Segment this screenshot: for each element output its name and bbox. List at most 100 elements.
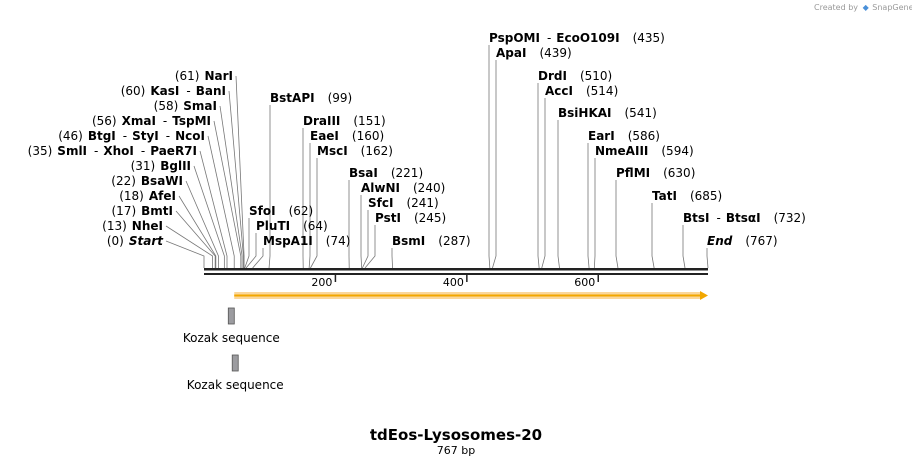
feature-box[interactable]	[227, 307, 235, 325]
site-leader-line	[362, 210, 369, 269]
site-label[interactable]: EarI (586)	[588, 129, 660, 143]
credit-brand: SnapGene	[872, 3, 912, 12]
enzyme-name: DraIII	[303, 114, 340, 128]
enzyme-name: TspMI	[172, 114, 211, 128]
site-leader-line	[308, 143, 311, 269]
site-leader-line	[228, 90, 244, 268]
feature-label: Kozak sequence	[187, 378, 284, 392]
enzyme-name: NmeAIII	[595, 144, 648, 158]
site-label[interactable]: MspA1I (74)	[263, 234, 350, 248]
site-label[interactable]: AlwNI (240)	[361, 181, 445, 195]
site-position: (685)	[690, 189, 722, 203]
snapgene-logo-icon: ◆	[863, 3, 870, 12]
site-label[interactable]: (61) NarI	[175, 69, 233, 83]
feature-box[interactable]	[231, 354, 239, 372]
site-label[interactable]: (13) NheI	[102, 219, 163, 233]
site-position: (62)	[289, 204, 314, 218]
orf-arrow-shaft	[234, 294, 702, 297]
site-leader-line	[268, 105, 271, 269]
map-title: tdEos-Lysosomes-20	[370, 426, 542, 444]
site-label[interactable]: SfcI (241)	[368, 196, 439, 210]
site-label[interactable]: (35) SmlI - XhoI - PaeR7I	[28, 144, 197, 158]
site-leader-line	[199, 150, 228, 268]
site-label[interactable]: PstI (245)	[375, 211, 446, 225]
site-position: (241)	[406, 196, 438, 210]
separator: -	[717, 211, 721, 225]
enzyme-name: BsmI	[392, 234, 425, 248]
enzyme-name: XmaI	[122, 114, 156, 128]
enzyme-name: TatI	[652, 189, 677, 203]
site-label[interactable]: DrdI (510)	[538, 69, 612, 83]
backbone-bottom-strand	[204, 273, 708, 275]
site-label[interactable]: End (767)	[707, 234, 778, 248]
site-leader-line	[682, 225, 686, 269]
site-leader-line	[364, 225, 376, 269]
enzyme-name: BsaWI	[141, 174, 183, 188]
enzyme-name: MspA1I	[263, 234, 313, 248]
site-label[interactable]: (56) XmaI - TspMI	[92, 114, 211, 128]
site-label[interactable]: AccI (514)	[545, 84, 618, 98]
site-label[interactable]: ApaI (439)	[496, 46, 572, 60]
site-leader-line	[193, 165, 225, 268]
site-label[interactable]: PflMI (630)	[616, 166, 695, 180]
site-label[interactable]: DraIII (151)	[303, 114, 386, 128]
orf-arrow-head	[700, 291, 708, 300]
site-position: (60)	[121, 84, 146, 98]
site-label[interactable]: NmeAIII (594)	[595, 144, 694, 158]
feature-label: Kozak sequence	[183, 331, 280, 345]
ruler-tick-label: 200	[311, 276, 332, 289]
site-label[interactable]: (18) AfeI	[119, 189, 176, 203]
site-label[interactable]: PluTI (64)	[256, 219, 328, 233]
site-label[interactable]: BsmI (287)	[392, 234, 471, 248]
site-label[interactable]: TatI (685)	[652, 189, 722, 203]
site-label[interactable]: EaeI (160)	[310, 129, 384, 143]
enzyme-name: PspOMI	[489, 31, 540, 45]
enzyme-name: XhoI	[103, 144, 134, 158]
site-label[interactable]: MscI (162)	[317, 144, 393, 158]
site-position: (221)	[391, 166, 423, 180]
ruler: 200 400 600	[311, 275, 600, 289]
site-label[interactable]: (60) KasI - BanI	[121, 84, 226, 98]
site-leader-line	[541, 98, 546, 269]
site-leader-line	[244, 218, 250, 269]
site-label[interactable]: PspOMI - EcoO109I (435)	[489, 31, 665, 45]
site-label[interactable]: (0) Start	[107, 234, 164, 248]
site-leader-line	[178, 195, 217, 268]
site-position: (74)	[326, 234, 351, 248]
site-leader-line	[310, 158, 318, 269]
site-leader-line	[245, 233, 257, 269]
enzyme-name: NarI	[204, 69, 233, 83]
site-label[interactable]: (17) BmtI	[112, 204, 174, 218]
site-position: (767)	[745, 234, 777, 248]
site-position: (31)	[131, 159, 156, 173]
enzyme-name: End	[707, 234, 733, 248]
enzyme-name: BstAPI	[270, 91, 315, 105]
enzyme-name: AlwNI	[361, 181, 400, 195]
enzyme-name: SmlI	[57, 144, 87, 158]
separator: -	[141, 144, 145, 158]
enzyme-name: EarI	[588, 129, 615, 143]
site-label[interactable]: BsaI (221)	[349, 166, 423, 180]
enzyme-name: DrdI	[538, 69, 567, 83]
ruler-tick-label: 600	[574, 276, 595, 289]
orf-arrow[interactable]	[234, 291, 708, 300]
enzyme-name: MscI	[317, 144, 348, 158]
site-leader-line	[615, 180, 619, 269]
map-length: 767 bp	[437, 444, 475, 457]
site-label[interactable]: SfoI (62)	[249, 204, 313, 218]
site-label[interactable]: (22) BsaWI	[111, 174, 183, 188]
site-leader-line	[185, 180, 219, 268]
site-label[interactable]: BtsI - BtsαI (732)	[683, 211, 806, 225]
site-label[interactable]: (46) BtgI - StyI - NcoI	[58, 129, 205, 143]
enzyme-name: ApaI	[496, 46, 526, 60]
site-leader-line	[557, 120, 560, 269]
site-position: (510)	[580, 69, 612, 83]
site-label[interactable]: (31) BglII	[131, 159, 191, 173]
enzyme-name: PstI	[375, 211, 401, 225]
site-label[interactable]: BstAPI (99)	[270, 91, 352, 105]
site-position: (435)	[633, 31, 665, 45]
site-position: (439)	[539, 46, 571, 60]
site-label[interactable]: BsiHKAI (541)	[558, 106, 657, 120]
site-label[interactable]: (58) SmaI	[154, 99, 217, 113]
site-position: (22)	[111, 174, 136, 188]
